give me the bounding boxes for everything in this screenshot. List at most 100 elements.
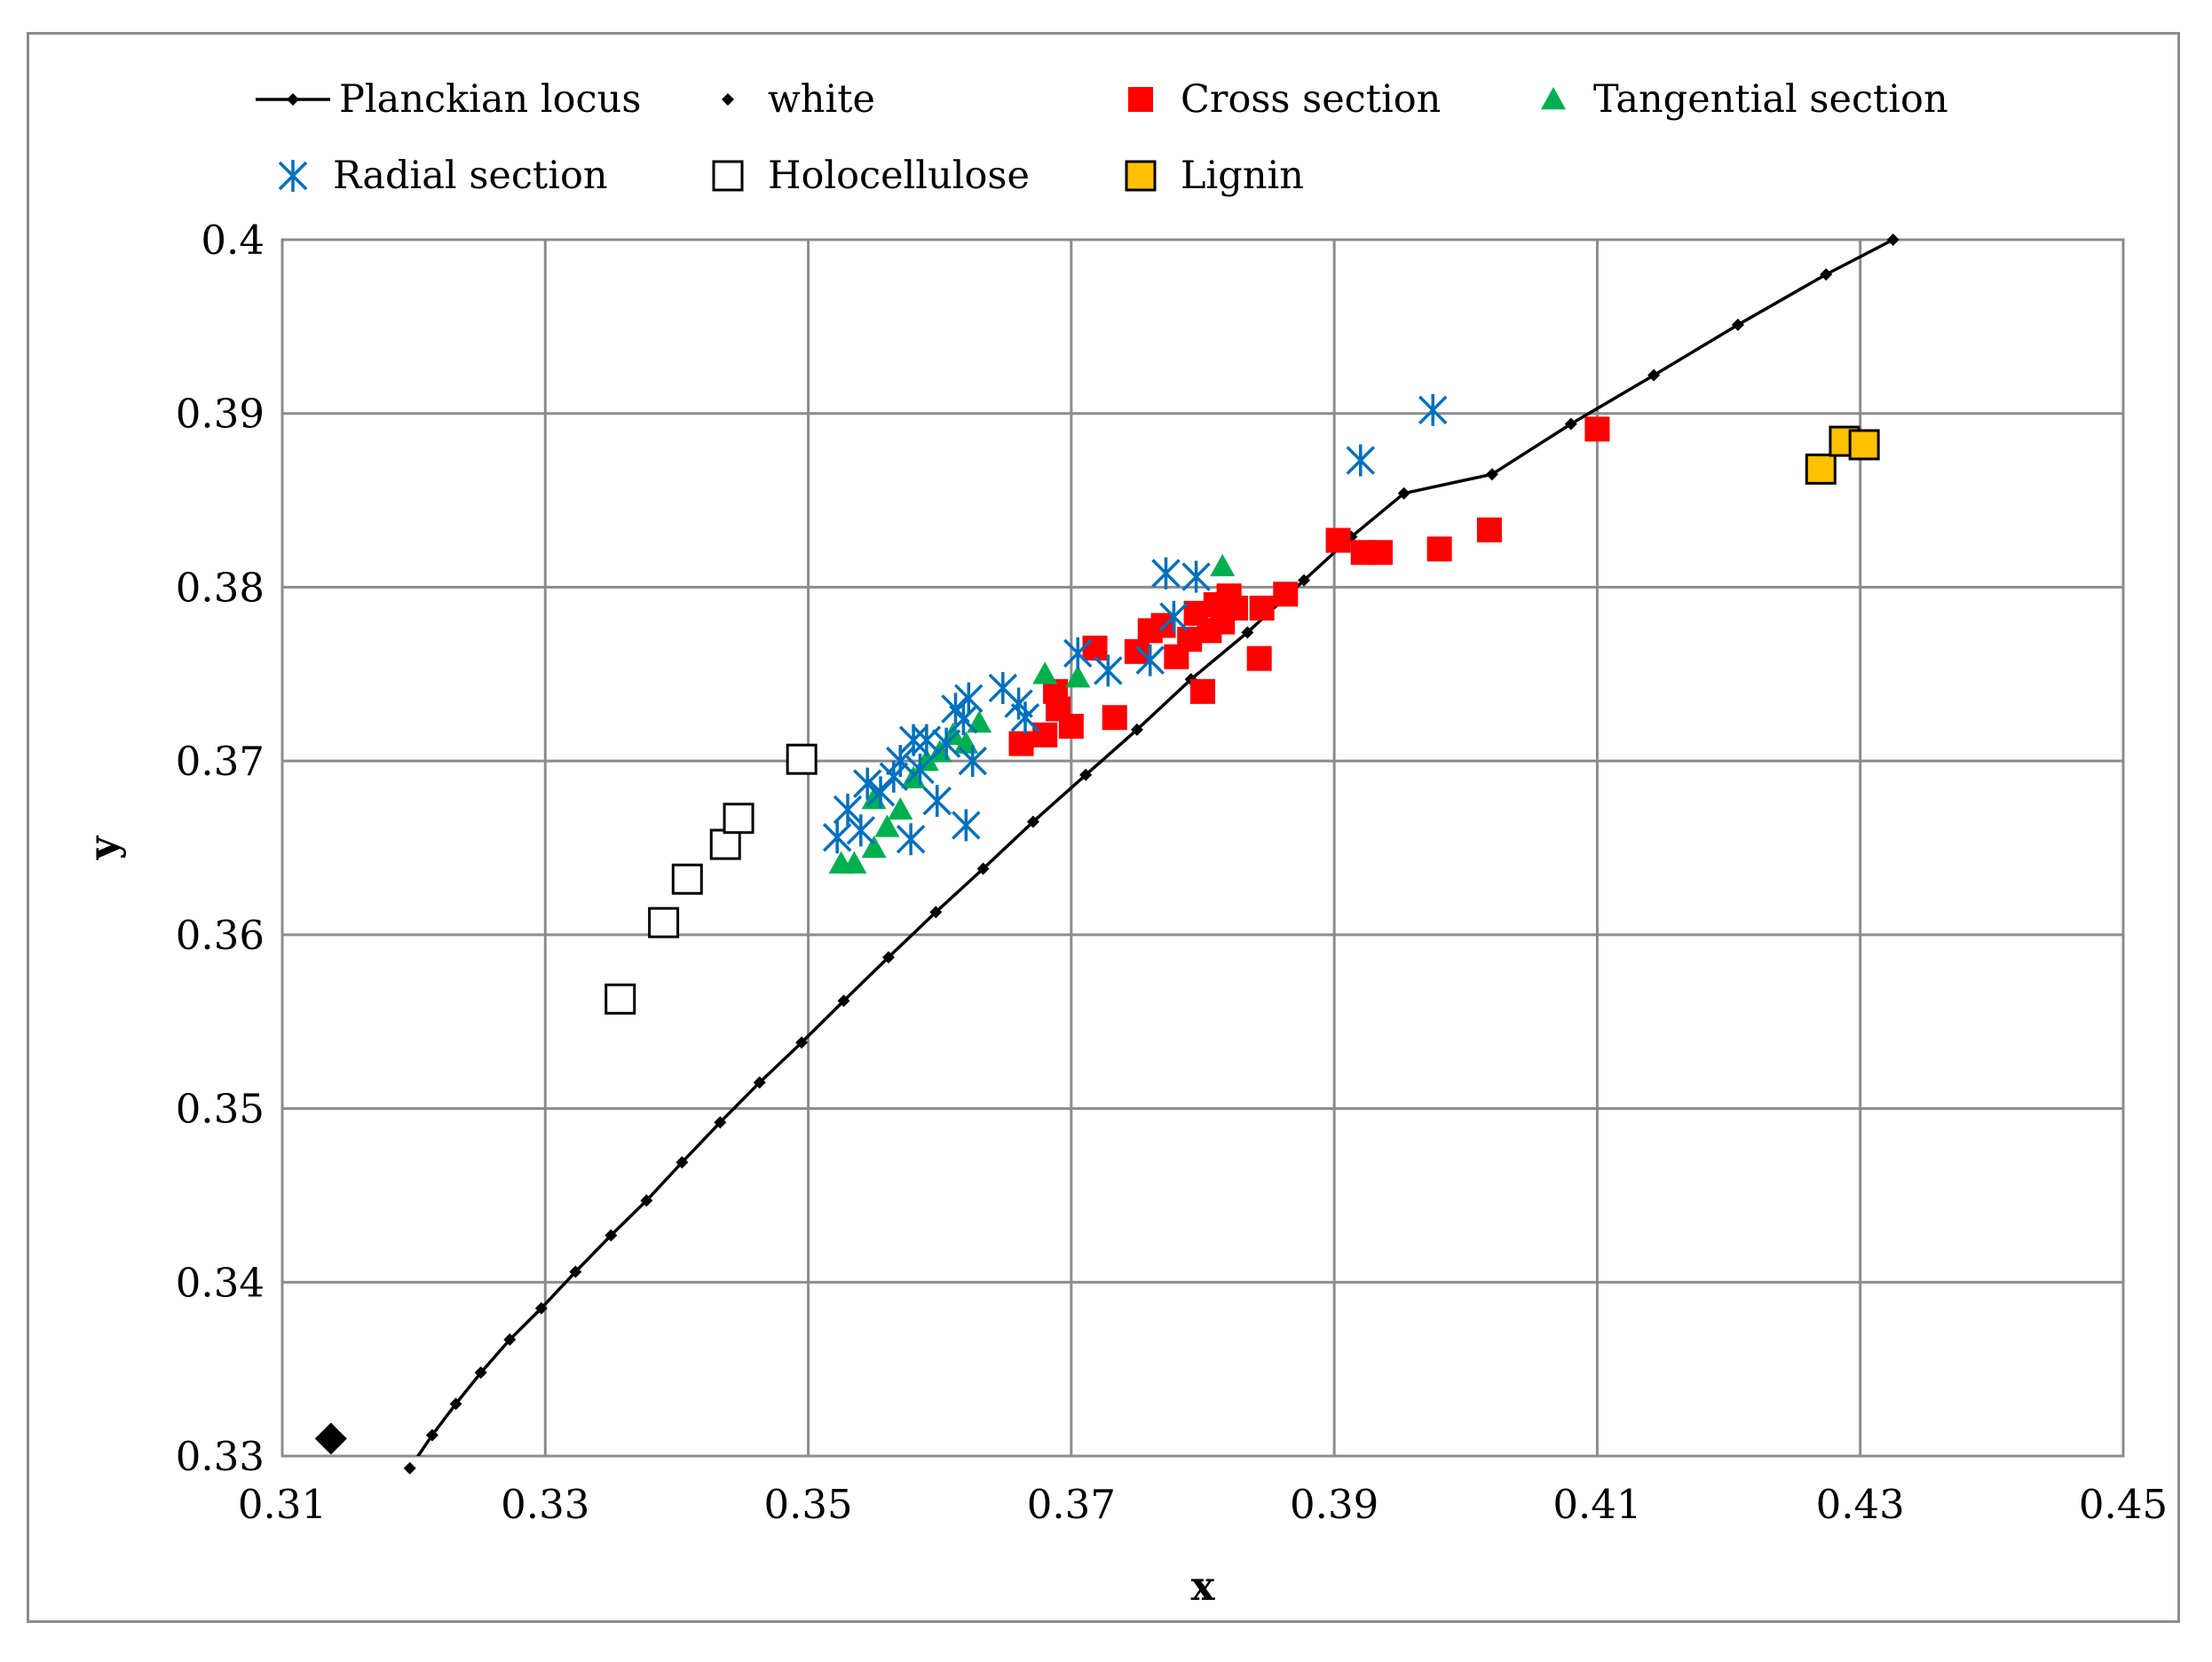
- data-point: [1241, 626, 1254, 639]
- data-point: [1805, 453, 1837, 485]
- legend-label: white: [768, 77, 875, 122]
- legend-label: Cross section: [1181, 77, 1441, 122]
- data-point: [1820, 268, 1833, 281]
- plot-border: [280, 238, 2125, 1458]
- y-tick-label: 0.35: [176, 1086, 265, 1133]
- data-point: [425, 1429, 438, 1442]
- data-point: [1065, 665, 1091, 688]
- legend-item-white: white: [722, 77, 875, 122]
- data-point: [886, 745, 915, 778]
- legend-label: Radial section: [333, 154, 608, 198]
- data-point: [874, 814, 900, 837]
- legend: Planckian locus white Cross section Tangent…: [256, 77, 1948, 198]
- legend-item-radial-section: Radial section: [278, 154, 608, 198]
- legend-label: Planckian locus: [339, 77, 641, 122]
- data-point: [929, 906, 943, 919]
- data-point: [474, 1366, 487, 1380]
- legend-label: Lignin: [1181, 154, 1304, 198]
- x-tick-label: 0.45: [2079, 1481, 2168, 1528]
- data-point: [822, 821, 852, 854]
- data-point: [976, 862, 990, 875]
- legend-marker: [712, 160, 744, 192]
- data-point: [896, 823, 926, 856]
- data-point: [837, 994, 850, 1008]
- data-point: [1004, 687, 1033, 720]
- data-point: [1647, 368, 1661, 382]
- series-cross-section: [1008, 416, 1610, 756]
- data-point: [1485, 468, 1498, 481]
- series-radial-section: [822, 393, 1448, 856]
- data-point: [709, 828, 741, 860]
- data-point: [671, 863, 703, 895]
- data-point: [1731, 318, 1744, 331]
- data-point: [1476, 517, 1502, 542]
- data-point: [1210, 553, 1236, 577]
- y-tick-label: 0.36: [176, 912, 265, 959]
- data-point: [604, 1229, 618, 1242]
- data-point: [1102, 705, 1127, 731]
- data-point: [1010, 701, 1040, 734]
- data-point: [1008, 731, 1034, 756]
- data-point: [1190, 678, 1215, 704]
- data-point: [1082, 635, 1108, 661]
- data-point: [922, 785, 952, 818]
- legend-marker: [722, 93, 734, 106]
- data-point: [314, 1422, 347, 1455]
- y-tick-label: 0.38: [176, 564, 265, 611]
- data-point: [846, 814, 876, 847]
- x-tick-labels: 0.31 0.33 0.35 0.37 0.39 0.41 0.43 0.45: [238, 1481, 2168, 1528]
- plot-area: [282, 240, 2123, 1456]
- data-point: [723, 803, 754, 835]
- data-point: [1584, 416, 1610, 442]
- data-point: [648, 906, 680, 938]
- series-lignin: [1805, 425, 1880, 485]
- data-point: [714, 1116, 727, 1129]
- data-point: [1367, 540, 1393, 566]
- data-point: [1346, 444, 1376, 477]
- data-point: [534, 1302, 548, 1315]
- data-point: [753, 1076, 766, 1089]
- data-point: [1063, 637, 1093, 669]
- data-point: [1397, 487, 1410, 500]
- data-point: [1130, 723, 1143, 736]
- data-point: [403, 1461, 416, 1475]
- legend-marker: [287, 93, 299, 106]
- legend-marker: [1125, 160, 1157, 192]
- data-point: [1032, 661, 1058, 685]
- data-point: [931, 727, 961, 760]
- series-white: [314, 1422, 347, 1455]
- data-point: [1159, 600, 1189, 633]
- data-point: [795, 1036, 809, 1049]
- x-tick-label: 0.35: [763, 1481, 852, 1528]
- data-point: [786, 743, 818, 775]
- y-tick-label: 0.33: [176, 1433, 265, 1480]
- data-point: [1183, 600, 1209, 626]
- data-point: [1249, 595, 1275, 621]
- data-point: [1246, 645, 1272, 671]
- x-tick-label: 0.39: [1290, 1481, 1379, 1528]
- y-tick-label: 0.4: [201, 217, 265, 264]
- x-tick-label: 0.37: [1027, 1481, 1116, 1528]
- legend-item-holocellulose: Holocellulose: [712, 154, 1030, 198]
- data-point: [1026, 815, 1039, 828]
- y-axis-label: y: [80, 835, 127, 860]
- data-point: [503, 1333, 517, 1346]
- legend-item-cross-section: Cross section: [1128, 77, 1441, 122]
- x-tick-label: 0.31: [238, 1481, 327, 1528]
- data-point: [865, 776, 896, 809]
- y-tick-label: 0.37: [176, 738, 265, 785]
- data-point: [861, 835, 887, 859]
- data-point: [1181, 560, 1211, 593]
- data-point: [888, 796, 913, 820]
- data-point: [1426, 536, 1452, 562]
- data-point: [898, 724, 928, 756]
- x-tick-label: 0.33: [501, 1481, 589, 1528]
- data-point: [675, 1156, 689, 1169]
- data-point: [958, 745, 987, 778]
- data-point: [604, 983, 636, 1015]
- data-point: [881, 951, 895, 964]
- data-point: [1079, 768, 1093, 781]
- data-point: [833, 793, 863, 826]
- data-point: [1273, 582, 1299, 607]
- legend-marker: [278, 160, 308, 192]
